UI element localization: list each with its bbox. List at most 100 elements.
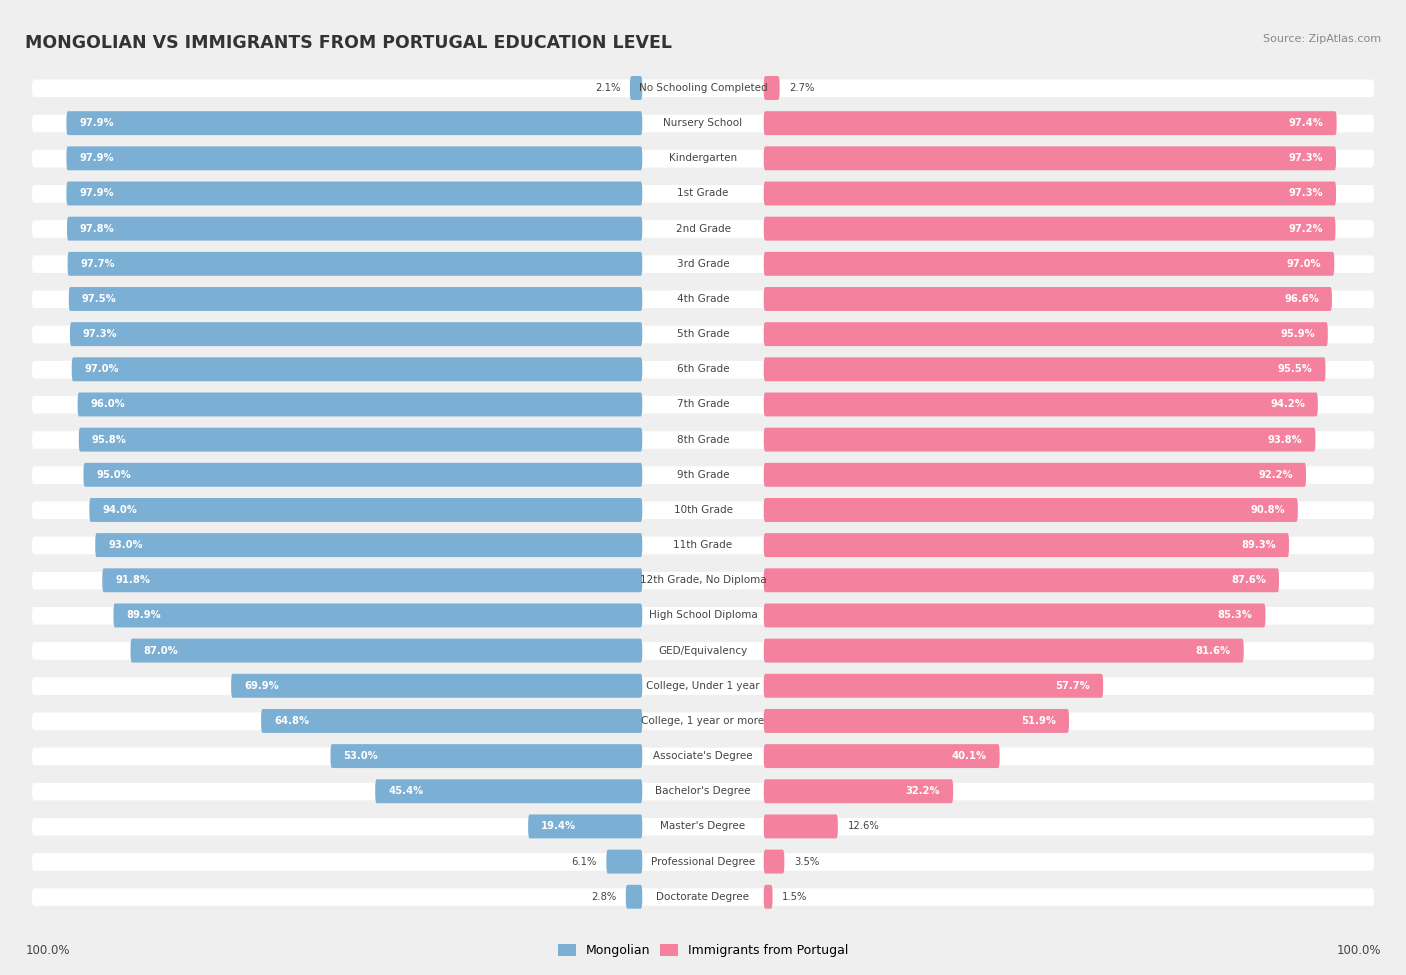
Text: 9th Grade: 9th Grade [676, 470, 730, 480]
Text: 11th Grade: 11th Grade [673, 540, 733, 550]
FancyBboxPatch shape [32, 536, 1374, 554]
Text: 92.2%: 92.2% [1258, 470, 1294, 480]
Text: 97.9%: 97.9% [79, 153, 114, 164]
Text: 97.3%: 97.3% [1289, 153, 1323, 164]
Text: 90.8%: 90.8% [1250, 505, 1285, 515]
FancyBboxPatch shape [32, 291, 1374, 308]
FancyBboxPatch shape [32, 643, 1374, 660]
Text: 3.5%: 3.5% [794, 857, 820, 867]
Text: 97.9%: 97.9% [79, 118, 114, 128]
FancyBboxPatch shape [630, 76, 643, 100]
Text: Source: ZipAtlas.com: Source: ZipAtlas.com [1263, 34, 1381, 44]
Text: 69.9%: 69.9% [243, 681, 278, 690]
Text: 57.7%: 57.7% [1056, 681, 1090, 690]
Text: 12th Grade, No Diploma: 12th Grade, No Diploma [640, 575, 766, 585]
FancyBboxPatch shape [32, 220, 1374, 238]
FancyBboxPatch shape [763, 884, 772, 909]
Text: 87.0%: 87.0% [143, 645, 179, 655]
FancyBboxPatch shape [32, 150, 1374, 168]
Text: 97.4%: 97.4% [1289, 118, 1324, 128]
Text: 10th Grade: 10th Grade [673, 505, 733, 515]
FancyBboxPatch shape [32, 678, 1374, 695]
FancyBboxPatch shape [375, 779, 643, 803]
Text: 100.0%: 100.0% [1336, 944, 1381, 957]
FancyBboxPatch shape [32, 361, 1374, 378]
Text: 53.0%: 53.0% [343, 751, 378, 761]
FancyBboxPatch shape [763, 849, 785, 874]
FancyBboxPatch shape [763, 428, 1316, 451]
FancyBboxPatch shape [606, 849, 643, 874]
FancyBboxPatch shape [763, 639, 1244, 663]
FancyBboxPatch shape [763, 568, 1279, 592]
FancyBboxPatch shape [72, 358, 643, 381]
Text: 97.7%: 97.7% [80, 258, 115, 269]
FancyBboxPatch shape [66, 146, 643, 171]
Text: 32.2%: 32.2% [905, 786, 941, 797]
FancyBboxPatch shape [67, 252, 643, 276]
FancyBboxPatch shape [32, 80, 1374, 98]
Text: 2nd Grade: 2nd Grade [675, 223, 731, 234]
FancyBboxPatch shape [32, 326, 1374, 343]
FancyBboxPatch shape [763, 814, 838, 838]
FancyBboxPatch shape [32, 185, 1374, 203]
Text: 4th Grade: 4th Grade [676, 294, 730, 304]
FancyBboxPatch shape [763, 604, 1265, 627]
Text: College, 1 year or more: College, 1 year or more [641, 716, 765, 726]
FancyBboxPatch shape [32, 396, 1374, 413]
Text: Kindergarten: Kindergarten [669, 153, 737, 164]
Text: 51.9%: 51.9% [1021, 716, 1056, 726]
Text: 1.5%: 1.5% [782, 892, 807, 902]
FancyBboxPatch shape [32, 466, 1374, 484]
FancyBboxPatch shape [763, 287, 1331, 311]
FancyBboxPatch shape [79, 428, 643, 451]
Text: 12.6%: 12.6% [848, 821, 879, 832]
FancyBboxPatch shape [763, 779, 953, 803]
Text: 85.3%: 85.3% [1218, 610, 1253, 620]
Text: 87.6%: 87.6% [1232, 575, 1267, 585]
Text: 45.4%: 45.4% [388, 786, 423, 797]
Text: 2.7%: 2.7% [789, 83, 814, 93]
Text: 5th Grade: 5th Grade [676, 330, 730, 339]
FancyBboxPatch shape [77, 393, 643, 416]
FancyBboxPatch shape [32, 501, 1374, 519]
Text: 97.8%: 97.8% [80, 223, 114, 234]
Text: 94.2%: 94.2% [1270, 400, 1305, 410]
FancyBboxPatch shape [32, 853, 1374, 871]
Text: 100.0%: 100.0% [25, 944, 70, 957]
Text: 97.9%: 97.9% [79, 188, 114, 199]
Text: 1st Grade: 1st Grade [678, 188, 728, 199]
FancyBboxPatch shape [66, 181, 643, 206]
FancyBboxPatch shape [763, 744, 1000, 768]
FancyBboxPatch shape [330, 744, 643, 768]
Text: MONGOLIAN VS IMMIGRANTS FROM PORTUGAL EDUCATION LEVEL: MONGOLIAN VS IMMIGRANTS FROM PORTUGAL ED… [25, 34, 672, 52]
FancyBboxPatch shape [32, 713, 1374, 730]
Text: 95.0%: 95.0% [96, 470, 131, 480]
Text: Bachelor's Degree: Bachelor's Degree [655, 786, 751, 797]
Legend: Mongolian, Immigrants from Portugal: Mongolian, Immigrants from Portugal [553, 939, 853, 962]
Text: 97.0%: 97.0% [84, 365, 120, 374]
FancyBboxPatch shape [763, 216, 1336, 241]
Text: 89.9%: 89.9% [127, 610, 162, 620]
FancyBboxPatch shape [626, 884, 643, 909]
FancyBboxPatch shape [763, 463, 1306, 487]
FancyBboxPatch shape [763, 181, 1336, 206]
Text: 97.3%: 97.3% [1289, 188, 1323, 199]
FancyBboxPatch shape [32, 888, 1374, 906]
FancyBboxPatch shape [83, 463, 643, 487]
Text: Master's Degree: Master's Degree [661, 821, 745, 832]
FancyBboxPatch shape [231, 674, 643, 698]
FancyBboxPatch shape [763, 76, 779, 100]
Text: 95.8%: 95.8% [91, 435, 127, 445]
Text: High School Diploma: High School Diploma [648, 610, 758, 620]
Text: 93.0%: 93.0% [108, 540, 142, 550]
Text: 6.1%: 6.1% [571, 857, 596, 867]
Text: 94.0%: 94.0% [103, 505, 136, 515]
Text: 96.6%: 96.6% [1284, 294, 1319, 304]
FancyBboxPatch shape [70, 322, 643, 346]
Text: Doctorate Degree: Doctorate Degree [657, 892, 749, 902]
FancyBboxPatch shape [32, 783, 1374, 800]
Text: College, Under 1 year: College, Under 1 year [647, 681, 759, 690]
FancyBboxPatch shape [763, 393, 1317, 416]
FancyBboxPatch shape [763, 709, 1069, 733]
FancyBboxPatch shape [32, 748, 1374, 765]
